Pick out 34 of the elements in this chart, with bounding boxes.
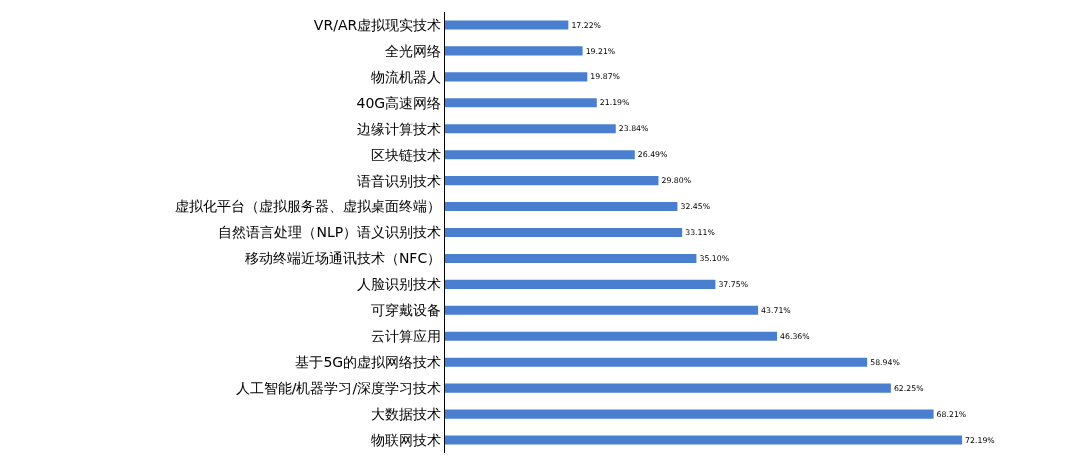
bar: [445, 202, 678, 212]
bar: [445, 279, 716, 289]
y-tick-label: 物联网技术: [371, 431, 442, 448]
y-tick-label: 人脸识别技术: [357, 276, 442, 293]
y-tick-label: 区块链技术: [371, 146, 442, 163]
bar: [445, 72, 588, 82]
bar: [445, 46, 583, 56]
y-tick-label: 移动终端近场通讯技术（NFC）: [244, 250, 442, 267]
bar: [445, 150, 635, 160]
y-tick-label: 物流机器人: [371, 68, 442, 85]
bar: [445, 357, 868, 367]
bar: [445, 305, 759, 315]
bar: [445, 20, 569, 30]
bar: [445, 409, 934, 419]
y-tick-label: 可穿戴设备: [371, 302, 442, 319]
y-tick-label: 40G高速网络: [356, 94, 442, 111]
bar: [445, 176, 659, 186]
bar: [445, 435, 963, 445]
bar: [445, 227, 683, 238]
y-tick-label: 云计算应用: [371, 328, 442, 345]
y-tick-label: 全光网络: [385, 42, 442, 59]
y-tick-label: 语音识别技术: [357, 172, 442, 189]
y-tick-label: 大数据技术: [371, 405, 442, 422]
y-tick-label: 自然语言处理（NLP）语义识别技术: [218, 224, 442, 241]
y-tick-label: VR/AR虚拟现实技术: [313, 16, 442, 33]
bar: [445, 124, 616, 134]
bar: [445, 253, 697, 263]
y-tick-label: 人工智能/机器学习/深度学习技术: [235, 380, 442, 397]
y-tick-label: 边缘计算技术: [357, 120, 442, 137]
bar: [445, 331, 778, 341]
bar: [445, 383, 891, 393]
bar: [445, 98, 597, 108]
y-tick-label: 虚拟化平台（虚拟服务器、虚拟桌面终端）: [175, 198, 442, 215]
y-tick-label: 基于5G的虚拟网络技术: [295, 354, 442, 371]
